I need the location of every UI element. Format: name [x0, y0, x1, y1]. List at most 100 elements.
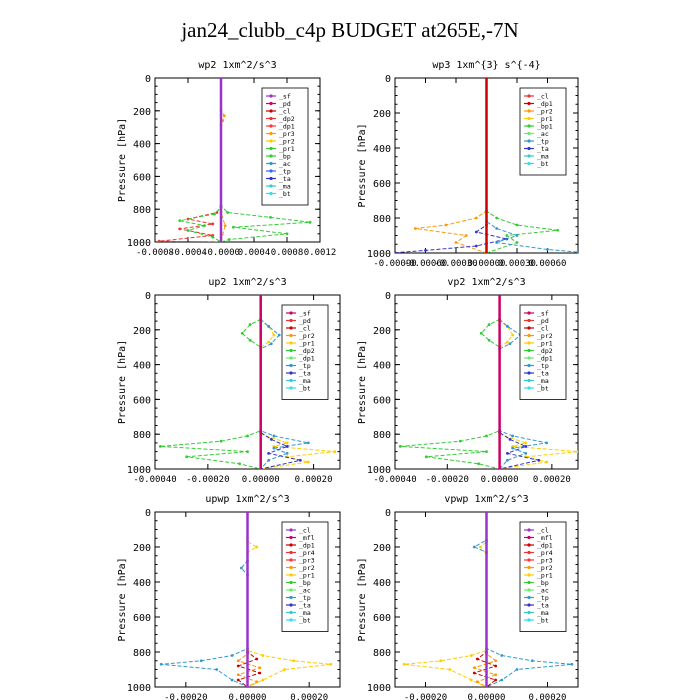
y-tick-label: 800 [133, 430, 151, 441]
x-tick-label: 0.00020 [290, 693, 328, 700]
legend-marker [527, 550, 531, 555]
data-point [546, 248, 549, 251]
data-point [186, 229, 190, 232]
figure-title: jan24_clubb_c4p BUDGET at265E,-7N [181, 18, 519, 42]
panel-1: wp2 1xm^2/s^302004006008001000-0.0008-0.… [117, 60, 336, 258]
legend-marker [527, 386, 531, 390]
series-group [157, 78, 312, 242]
series-line-ta [395, 78, 507, 253]
legend-label: _ma [299, 609, 311, 617]
y-tick-label: 200 [133, 107, 151, 118]
data-point [508, 342, 512, 346]
legend-label: _cl [537, 526, 549, 534]
legend-label: _bt [299, 384, 311, 392]
y-tick-label: 200 [133, 543, 151, 554]
legend-label: _pd [299, 317, 311, 325]
legend-label: _bt [537, 616, 549, 624]
legend-label: _ta [279, 175, 291, 183]
legend: _cl_dp1_pr2_pr1_bp1_ac_tp_ta_ma_bt [519, 87, 567, 176]
x-tick-label: -0.00040 [373, 475, 416, 485]
data-point [258, 666, 262, 670]
series-line-pr2 [472, 512, 498, 687]
data-point [511, 446, 515, 450]
legend-marker [289, 386, 293, 390]
data-point [285, 444, 289, 448]
legend-label: _cl [537, 324, 549, 332]
series-line-bp [179, 78, 222, 242]
data-point [236, 678, 240, 682]
data-point [495, 227, 499, 230]
legend-marker [527, 528, 531, 532]
legend-label: _ta [537, 369, 549, 377]
data-point [159, 662, 163, 666]
legend-marker [527, 94, 531, 98]
data-point [215, 668, 219, 671]
data-point [494, 678, 498, 682]
legend-label: _tp [299, 362, 311, 370]
panel-3: up2 1xm^2/s^3 0 200 400 600 800 1000-0.00040 -0… [117, 277, 341, 485]
y-tick-label: 600 [373, 179, 391, 190]
data-point [219, 78, 223, 80]
x-tick-label: -0.0004 [169, 248, 207, 258]
data-point [261, 678, 265, 682]
data-point [506, 324, 509, 328]
data-point [269, 342, 273, 346]
data-point [515, 241, 519, 244]
data-point [472, 545, 476, 549]
data-point [474, 216, 478, 220]
y-axis-label: Pressure [hPa] [117, 118, 128, 202]
data-point [269, 438, 273, 441]
y-tick-label: 800 [373, 214, 391, 225]
data-point [464, 234, 468, 237]
series-group [402, 512, 574, 687]
legend-label: _pr4 [537, 549, 553, 557]
legend-marker [269, 176, 273, 181]
series-group [158, 295, 337, 469]
series-line-dp2 [400, 295, 501, 469]
legend-marker [527, 535, 531, 540]
legend-label: _tp [299, 594, 311, 602]
legend-marker [527, 573, 531, 577]
legend-label: _ma [537, 377, 549, 385]
legend-marker [289, 588, 293, 592]
data-point [239, 566, 243, 570]
data-point [199, 659, 203, 663]
legend-label: _tp [279, 167, 291, 175]
data-point [506, 458, 509, 462]
legend-marker [289, 326, 293, 330]
data-point [219, 439, 223, 443]
legend-label: _pr3 [279, 130, 295, 138]
legend-label: _pr2 [537, 107, 553, 115]
y-tick-label: 200 [373, 543, 391, 554]
panel-title: vp2 1xm^2/s^3 [447, 277, 525, 288]
data-point [570, 662, 574, 666]
legend-label: _pr4 [299, 549, 315, 557]
data-point [494, 673, 498, 677]
data-point [444, 223, 448, 227]
legend-label: _pr1 [537, 115, 553, 123]
data-point [454, 241, 458, 244]
legend-label: _ma [279, 182, 291, 190]
data-point [494, 664, 498, 668]
data-point [308, 220, 312, 224]
data-point [211, 235, 215, 239]
legend: _sf_pd_cl_pr2_pr1_dp2_dp1_tp_ta_ma_bt [519, 304, 567, 400]
y-tick-label: 600 [373, 395, 391, 406]
y-tick-label: 600 [373, 613, 391, 624]
data-point [178, 227, 182, 231]
data-point [240, 331, 244, 335]
data-point [472, 666, 476, 670]
x-tick-label: 0.00000 [229, 693, 267, 700]
legend-label: _ta [537, 601, 549, 609]
legend-marker [269, 184, 273, 188]
legend-label: _sf [279, 92, 291, 100]
legend-label: _dp1 [279, 122, 295, 130]
data-point [223, 224, 227, 228]
y-tick-label: 1000 [367, 465, 391, 476]
y-axis-label: Pressure [hPa] [117, 340, 128, 424]
data-point [472, 671, 476, 675]
legend-marker [527, 116, 531, 121]
data-point [524, 444, 528, 448]
legend-marker [527, 603, 531, 607]
legend-label: _bt [299, 616, 311, 624]
